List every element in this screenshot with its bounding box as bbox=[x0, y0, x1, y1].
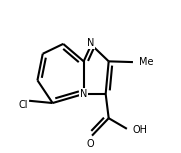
Text: N: N bbox=[80, 89, 87, 99]
Text: Cl: Cl bbox=[19, 100, 28, 110]
Text: Me: Me bbox=[139, 57, 153, 67]
Text: N: N bbox=[87, 38, 94, 48]
Text: O: O bbox=[87, 139, 94, 149]
Text: OH: OH bbox=[133, 125, 148, 135]
